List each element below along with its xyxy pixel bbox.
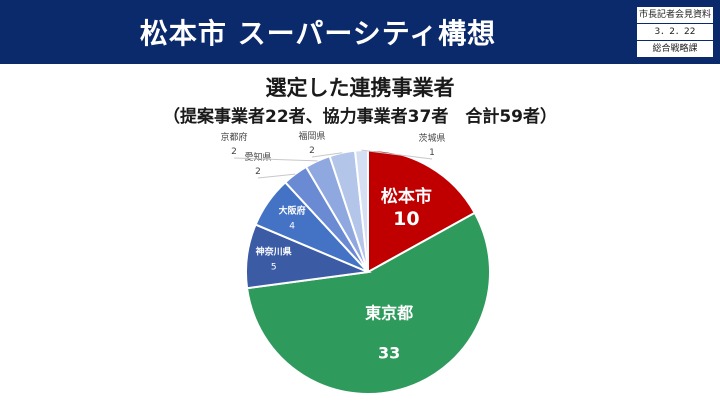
pie-slice: [353, 148, 369, 273]
slice-label: 茨城県: [418, 132, 445, 144]
slice-value-label: 2: [231, 147, 237, 157]
slice-value-label: 5: [271, 262, 277, 272]
slice-value-label: 33: [378, 344, 400, 363]
leader-line: [233, 157, 318, 162]
info-line-1: 市長記者会見資料: [637, 7, 713, 24]
slice-label: 福岡県: [298, 130, 325, 142]
info-line-3: 総合戦略課: [652, 44, 698, 54]
pie-slice: [367, 148, 477, 274]
slice-value-label: 2: [309, 146, 315, 156]
slice-label: 神奈川県: [256, 245, 292, 257]
slice-value-label: 1: [429, 148, 435, 158]
press-info-box: 市長記者会見資料 3．2．22 総合戦略課: [636, 6, 714, 58]
header-bar: 松本市 スーパーシティ構想 市長記者会見資料 3．2．22 総合戦略課: [0, 0, 720, 64]
chart-subtitle: （提案事業者22者、協力事業者37者 合計59者）: [163, 107, 557, 127]
slice-label: 愛知県: [244, 151, 271, 163]
leader-line: [257, 173, 296, 179]
slice-value-label: 4: [289, 222, 295, 232]
leader-line: [311, 152, 343, 158]
chart-title: 選定した連携事業者: [265, 76, 455, 100]
pie-slice: [245, 211, 491, 395]
slice-value-label: 10: [393, 208, 419, 230]
info-line-2: 3．2．22: [637, 24, 713, 41]
slice-value-label: 2: [255, 167, 261, 177]
slice-label: 京都府: [220, 131, 247, 143]
slice-label: 大阪府: [279, 205, 306, 217]
slice-label: 松本市: [381, 186, 432, 207]
leader-line: [361, 149, 433, 160]
page-title: 松本市 スーパーシティ構想: [139, 17, 497, 50]
slice-label: 東京都: [365, 304, 413, 323]
